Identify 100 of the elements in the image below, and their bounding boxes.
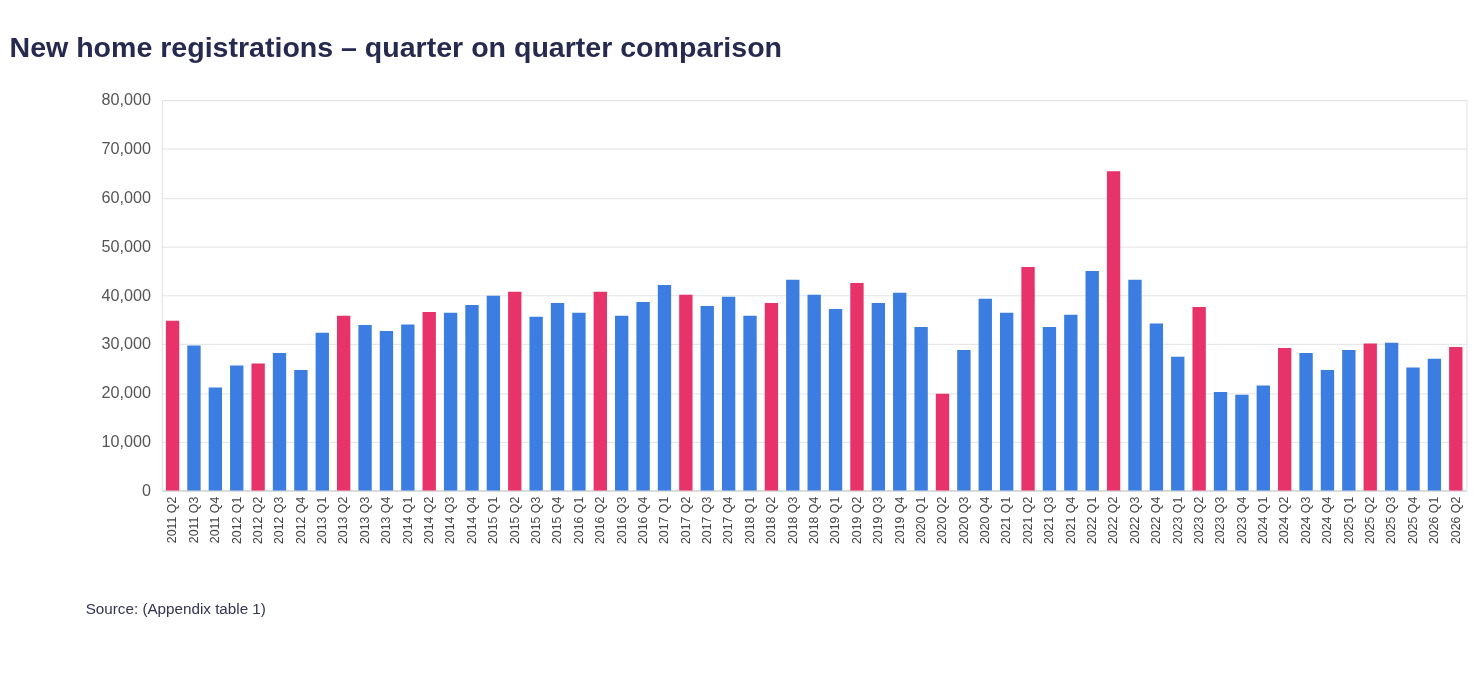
bar <box>914 327 928 491</box>
y-tick-label: 40,000 <box>101 285 151 304</box>
bar <box>1278 348 1292 491</box>
y-tick-label: 10,000 <box>101 431 151 450</box>
bar <box>957 349 971 491</box>
x-tick-label: 2014 Q2 <box>422 496 437 545</box>
bar <box>593 291 607 491</box>
x-tick-label: 2012 Q4 <box>293 496 308 545</box>
y-tick-label: 70,000 <box>101 139 151 158</box>
x-tick-label: 2011 Q4 <box>208 496 223 544</box>
bar <box>935 393 950 491</box>
bar <box>786 279 800 491</box>
x-tick-label: 2020 Q4 <box>978 496 993 545</box>
x-tick-label: 2012 Q2 <box>250 496 265 545</box>
x-tick-label: 2025 Q4 <box>1405 496 1420 545</box>
x-tick-label: 2023 Q3 <box>1213 496 1228 545</box>
x-tick-label: 2019 Q1 <box>828 496 843 545</box>
x-tick-label: 2012 Q3 <box>272 496 287 545</box>
x-tick-label: 2014 Q4 <box>464 496 479 545</box>
x-tick-label: 2013 Q4 <box>379 496 394 545</box>
x-tick-label: 2025 Q3 <box>1384 496 1399 545</box>
x-tick-label: 2020 Q1 <box>913 496 928 545</box>
x-tick-label: 2021 Q4 <box>1063 496 1078 545</box>
x-tick-label: 2018 Q2 <box>764 496 779 545</box>
x-tick-label: 2013 Q2 <box>336 496 351 545</box>
bar <box>893 292 907 491</box>
y-tick-label: 80,000 <box>101 90 151 109</box>
x-tick-label: 2021 Q2 <box>1020 496 1035 545</box>
x-tick-label: 2022 Q1 <box>1085 496 1100 545</box>
bar <box>508 291 522 491</box>
bar <box>1064 314 1078 491</box>
x-tick-label: 2022 Q2 <box>1106 496 1121 545</box>
x-tick-label: 2011 Q3 <box>186 496 201 544</box>
x-tick-label: 2014 Q3 <box>443 496 458 545</box>
x-tick-label: 2022 Q3 <box>1127 496 1142 545</box>
bar <box>1320 369 1335 491</box>
x-tick-label: 2017 Q4 <box>721 496 736 545</box>
bar <box>1085 270 1099 491</box>
x-tick-label: 2019 Q4 <box>892 496 907 545</box>
bar <box>1042 327 1057 491</box>
x-tick-label: 2019 Q3 <box>871 496 886 545</box>
bar <box>294 369 308 491</box>
x-tick-label: 2024 Q3 <box>1298 496 1313 545</box>
bar <box>700 306 714 491</box>
bar <box>1021 266 1035 491</box>
bar <box>315 332 329 491</box>
bar <box>486 295 501 491</box>
bar <box>764 303 779 491</box>
bar <box>443 312 458 491</box>
x-tick-label: 2015 Q3 <box>528 496 543 545</box>
bar <box>1192 307 1206 491</box>
x-tick-label: 2015 Q2 <box>507 496 522 545</box>
x-tick-label: 2024 Q1 <box>1256 496 1271 545</box>
x-tick-label: 2018 Q1 <box>742 496 757 545</box>
x-tick-label: 2013 Q1 <box>315 496 330 545</box>
bar <box>1171 356 1185 491</box>
bar <box>572 312 586 491</box>
x-tick-label: 2024 Q4 <box>1320 496 1335 545</box>
x-tick-label: 2022 Q4 <box>1149 496 1164 545</box>
x-tick-label: 2023 Q1 <box>1170 496 1185 545</box>
source-note: Source: (Appendix table 1) <box>85 600 266 618</box>
bar <box>636 302 650 491</box>
x-tick-label: 2023 Q4 <box>1234 496 1249 545</box>
bar <box>272 352 287 491</box>
bar <box>1363 343 1377 491</box>
bar <box>422 311 436 491</box>
x-tick-label: 2024 Q2 <box>1277 496 1292 545</box>
x-tick-label: 2011 Q2 <box>165 496 180 544</box>
bar <box>978 298 992 491</box>
bar <box>615 315 629 491</box>
x-tick-label: 2012 Q1 <box>229 496 244 545</box>
x-tick-label: 2016 Q3 <box>614 496 629 545</box>
x-tick-label: 2020 Q3 <box>956 496 971 545</box>
x-tick-label: 2019 Q2 <box>849 496 864 545</box>
bar <box>871 303 886 491</box>
x-tick-label: 2025 Q2 <box>1363 496 1378 545</box>
x-tick-label: 2026 Q2 <box>1448 496 1463 545</box>
y-tick-label: 30,000 <box>101 334 151 353</box>
bar <box>1149 323 1164 491</box>
x-tick-label: 2016 Q4 <box>635 496 650 545</box>
y-tick-label: 20,000 <box>101 383 151 402</box>
bar <box>1384 342 1399 491</box>
bar <box>679 294 693 491</box>
y-tick-label: 50,000 <box>101 236 151 255</box>
bar <box>230 365 244 491</box>
x-tick-label: 2017 Q2 <box>678 496 693 545</box>
x-tick-label: 2025 Q1 <box>1341 496 1356 545</box>
x-tick-label: 2014 Q1 <box>400 496 415 545</box>
bar <box>1106 171 1121 491</box>
bar <box>1128 279 1142 491</box>
x-tick-label: 2013 Q3 <box>357 496 372 545</box>
bar <box>1213 391 1228 491</box>
x-tick-label: 2016 Q2 <box>593 496 608 545</box>
x-tick-label: 2016 Q1 <box>571 496 586 545</box>
bar <box>550 303 565 491</box>
bar <box>337 315 351 491</box>
x-tick-label: 2026 Q1 <box>1427 496 1442 545</box>
bar <box>1299 352 1313 491</box>
bar <box>1342 349 1356 491</box>
bar <box>657 285 672 491</box>
